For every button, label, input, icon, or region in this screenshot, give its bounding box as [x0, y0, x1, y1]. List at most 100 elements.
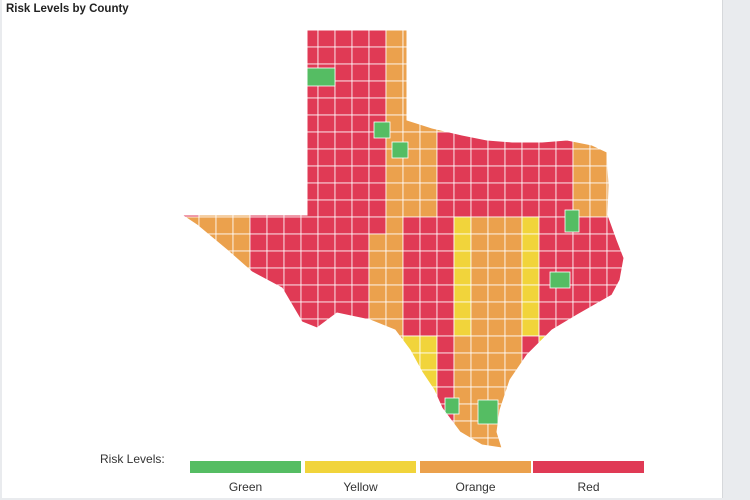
county-tile — [266, 335, 285, 354]
county-tile — [368, 335, 387, 354]
county-tile — [402, 318, 421, 337]
county-tile — [300, 182, 319, 201]
county-tile — [368, 30, 387, 48]
county-tile — [300, 30, 319, 48]
county-tile — [182, 233, 200, 252]
county-tile — [487, 182, 506, 201]
county-tile — [198, 267, 217, 286]
county-tile — [232, 80, 251, 99]
county-tile — [419, 216, 438, 235]
county-tile — [402, 284, 421, 303]
county-tile — [487, 199, 506, 218]
county-tile — [232, 30, 251, 48]
county-tile — [419, 386, 438, 405]
county-tile — [538, 403, 557, 422]
county-tile — [487, 216, 506, 235]
county-tile — [487, 318, 506, 337]
county-tile — [402, 233, 421, 252]
county-tile — [521, 284, 540, 303]
county-tile — [487, 80, 506, 99]
county-tile — [300, 284, 319, 303]
county-tile — [436, 318, 455, 337]
county-tile — [453, 335, 472, 354]
county-tile — [198, 114, 217, 133]
county-tile — [453, 199, 472, 218]
county-tile — [521, 97, 540, 116]
county-tile — [334, 420, 353, 439]
county-tile — [283, 216, 302, 235]
county-tile — [521, 267, 540, 286]
county-tile — [266, 420, 285, 439]
county-tile — [487, 284, 506, 303]
county-tile — [436, 165, 455, 184]
green-county — [373, 121, 391, 139]
county-tile — [436, 250, 455, 269]
county-tile — [351, 97, 370, 116]
county-tile — [368, 63, 387, 82]
county-tile — [351, 114, 370, 133]
county-tile — [351, 199, 370, 218]
county-tile — [606, 131, 624, 150]
county-tile — [470, 148, 489, 167]
panel-title: Risk Levels by County — [6, 3, 129, 15]
county-tile — [538, 46, 557, 65]
county-tile — [300, 420, 319, 439]
county-tile — [351, 80, 370, 99]
county-tile — [470, 182, 489, 201]
legend-swatch-green — [190, 461, 301, 473]
county-tile — [402, 250, 421, 269]
county-tile — [351, 148, 370, 167]
county-tile — [266, 267, 285, 286]
county-tile — [283, 318, 302, 337]
county-tile — [606, 148, 624, 167]
county-tile — [606, 420, 624, 439]
county-tile — [453, 97, 472, 116]
county-tile — [487, 165, 506, 184]
county-tile — [351, 437, 370, 448]
county-tile — [300, 267, 319, 286]
county-tile — [215, 30, 234, 48]
county-tile — [215, 420, 234, 439]
county-tile — [300, 437, 319, 448]
county-tile — [623, 318, 624, 337]
county-tile — [623, 46, 624, 65]
county-tile — [487, 352, 506, 371]
county-tile — [368, 386, 387, 405]
county-tile — [215, 386, 234, 405]
county-tile — [215, 46, 234, 65]
green-county — [391, 141, 409, 159]
county-tile — [368, 199, 387, 218]
county-tile — [538, 165, 557, 184]
county-tile — [182, 386, 200, 405]
county-tile — [368, 318, 387, 337]
county-tile — [521, 165, 540, 184]
county-tile — [453, 352, 472, 371]
county-tile — [419, 165, 438, 184]
county-tile — [623, 114, 624, 133]
county-tile — [317, 131, 336, 150]
county-tile — [572, 233, 591, 252]
county-tile — [589, 250, 608, 269]
county-tile — [589, 182, 608, 201]
county-tile — [368, 148, 387, 167]
county-tile — [182, 216, 200, 235]
county-tile — [283, 284, 302, 303]
county-tile — [453, 437, 472, 448]
county-tile — [419, 182, 438, 201]
county-tile — [385, 165, 404, 184]
county-tile — [436, 216, 455, 235]
county-tile — [504, 420, 523, 439]
county-tile — [589, 199, 608, 218]
report-panel: Risk Levels by County Risk Levels: Green… — [2, 0, 723, 498]
county-tile — [198, 352, 217, 371]
county-tile — [538, 335, 557, 354]
county-tile — [436, 437, 455, 448]
county-tile — [283, 165, 302, 184]
county-tile — [623, 267, 624, 286]
county-tile — [334, 97, 353, 116]
county-tile — [453, 267, 472, 286]
county-tile — [623, 97, 624, 116]
county-tile — [538, 386, 557, 405]
county-tile — [351, 63, 370, 82]
county-tile — [351, 216, 370, 235]
